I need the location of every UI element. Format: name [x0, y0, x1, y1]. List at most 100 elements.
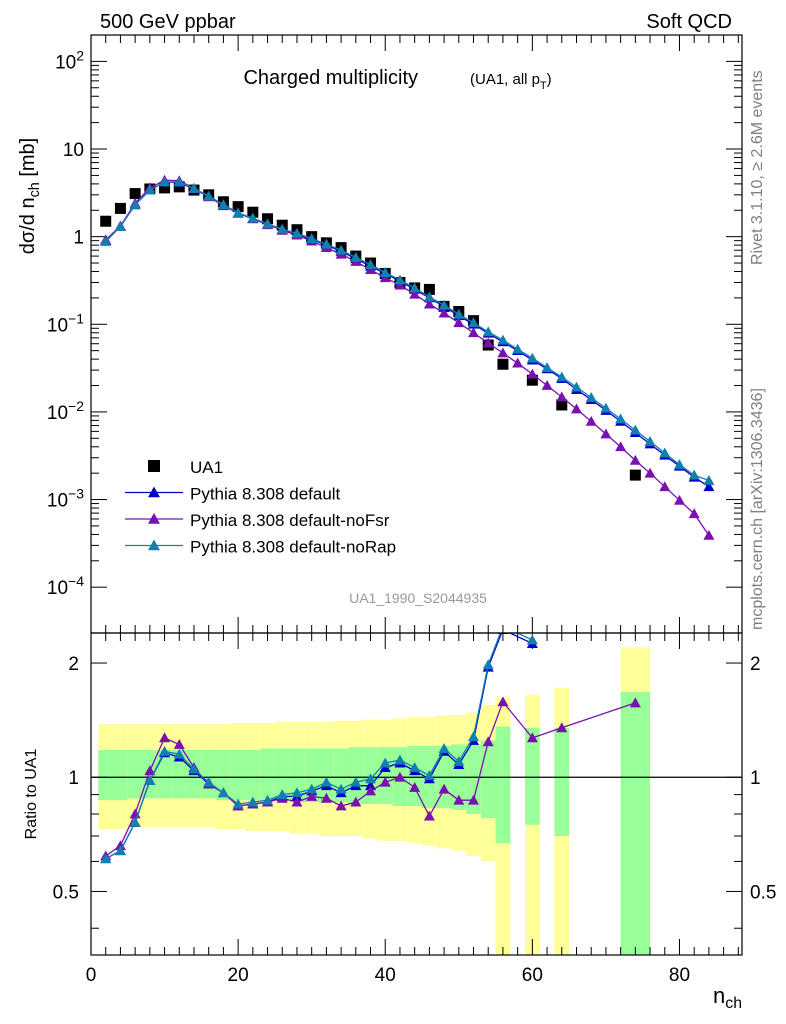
legend: UA1 Pythia 8.308 default Pythia 8.308 defa…: [125, 458, 396, 557]
series-point-2: [556, 391, 568, 402]
main-frame: [90, 34, 743, 634]
ratio-point-2: [144, 775, 156, 785]
ratio-point-2: [203, 776, 215, 787]
main-axis-ticks: 10−4 10−3 10−2 10−1 1 10 102: [47, 34, 742, 633]
ratio-inner-band: [554, 727, 570, 837]
series-point-2: [629, 454, 641, 465]
series-point-3: [453, 308, 465, 319]
ratio-point-2: [217, 787, 229, 798]
side-top-label: Rivet 3.1.10, ≥ 2.6M events: [749, 70, 766, 265]
ratio-point-2: [365, 773, 377, 784]
ratio-point-2: [114, 845, 126, 856]
data-point-ua1: [629, 469, 641, 481]
ratio-point-1: [350, 796, 362, 807]
ratio-point-1: [409, 781, 421, 792]
data-point-ua1: [526, 374, 538, 386]
series-point-3: [159, 176, 171, 187]
series-point-2: [644, 467, 656, 478]
ratio-y-tick-label-right: 0.5: [750, 882, 776, 903]
series-point-2: [365, 264, 377, 275]
ratio-point-1: [394, 771, 406, 782]
ratio-point-1: [482, 736, 494, 747]
series-point-3: [497, 334, 509, 345]
x-axis-label: nch: [713, 983, 742, 1012]
ratio-point-1: [526, 732, 538, 743]
ratio-point-2: [438, 743, 450, 753]
series-point-3: [438, 299, 450, 310]
series-point-3: [188, 182, 200, 193]
series-point-3: [615, 413, 627, 424]
legend-marker: [148, 460, 160, 472]
ratio-inner-band: [289, 748, 305, 803]
ratio-point-2: [276, 789, 288, 800]
series-point-3: [512, 343, 524, 354]
side-bottom-label: mcplots.cern.ch [arXiv:1306.3436]: [749, 388, 766, 630]
y-tick-label: 10−4: [47, 573, 84, 599]
x-tick-label: 0: [86, 965, 97, 986]
ratio-axis-ticks: 0.5 0.51 12 20 20 40 60 80: [53, 633, 776, 986]
ratio-inner-band: [274, 748, 290, 801]
ratio-inner-band: [127, 749, 143, 799]
ratio-inner-band: [98, 749, 114, 801]
data-point-ua1: [232, 201, 244, 213]
series-point-3: [365, 259, 377, 269]
series-point-3: [306, 233, 318, 243]
ratio-point-1: [556, 722, 568, 733]
series-point-2: [438, 307, 450, 318]
series-point-3: [673, 459, 685, 470]
series-point-2: [659, 481, 671, 492]
ratio-inner-band: [216, 749, 231, 801]
series-point-3: [114, 221, 126, 232]
ratio-point-2: [173, 748, 185, 759]
data-point-ua1: [100, 215, 112, 227]
series-point-2: [497, 347, 509, 358]
ratio-point-1: [453, 794, 465, 805]
x-tick-label: 20: [228, 965, 249, 986]
series-point-3: [409, 282, 421, 293]
ratio-point-2: [468, 731, 480, 741]
series-point-3: [659, 447, 671, 458]
ratio-inner-band: [348, 747, 364, 805]
ratio-point-2: [159, 745, 171, 756]
data-point-ua1: [159, 182, 171, 194]
series-point-2: [615, 441, 627, 452]
ratio-inner-band: [620, 691, 651, 955]
series-line-2: [105, 179, 710, 536]
ratio-point-1: [423, 810, 435, 821]
ratio-point-1: [291, 796, 303, 807]
series-point-3: [291, 227, 303, 238]
data-point-ua1: [114, 202, 126, 214]
ratio-inner-band: [377, 747, 393, 805]
ratio-point-1: [379, 776, 391, 787]
series-point-3: [394, 274, 406, 285]
series-point-3: [688, 469, 700, 480]
series-point-3: [335, 244, 347, 255]
y-tick-label: 102: [55, 47, 84, 73]
y-tick-label: 10−1: [47, 310, 84, 336]
ratio-point-2: [291, 787, 303, 798]
ratio-inner-band: [525, 727, 540, 825]
analysis-id-label: UA1_1990_S2044935: [349, 590, 487, 606]
series-point-1: [703, 481, 715, 492]
ratio-frame: [90, 632, 743, 956]
series-point-2: [570, 403, 582, 414]
ratio-point-2: [423, 770, 435, 781]
ratio-point-2: [379, 757, 391, 768]
ratio-inner-band: [245, 749, 261, 801]
chart-title: Charged multiplicity: [243, 67, 418, 89]
ratio-y-tick-label: 2: [68, 654, 79, 675]
ratio-inner-band: [480, 740, 496, 819]
series-point-2: [600, 428, 612, 439]
series-point-2: [526, 368, 538, 379]
ratio-point-2: [526, 634, 538, 645]
header-left-label: 500 GeV ppbar: [100, 11, 236, 33]
x-tick-label: 40: [375, 965, 396, 986]
ratio-point-1: [629, 697, 641, 708]
ratio-point-1: [306, 790, 318, 801]
ratio-point-2: [409, 762, 421, 773]
ratio-point-1: [144, 765, 156, 776]
ratio-point-2: [262, 794, 274, 805]
legend-label: Pythia 8.308 default-noRap: [190, 538, 396, 557]
main-ylabel: dσ/d nch [mb]: [17, 138, 43, 254]
series-point-2: [394, 279, 406, 290]
